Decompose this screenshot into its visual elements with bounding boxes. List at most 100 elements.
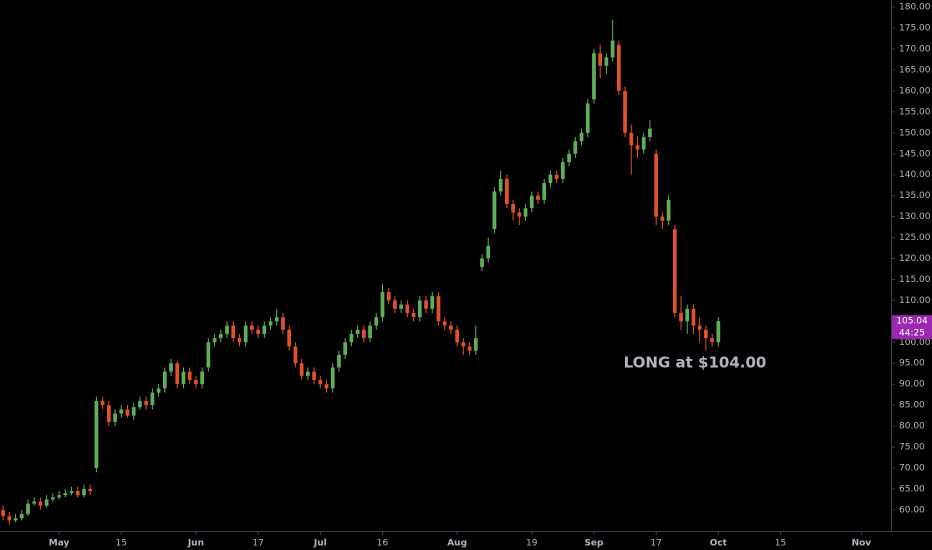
y-tick-label: 60.00 xyxy=(899,505,925,515)
candle-body xyxy=(106,405,111,422)
candle-body xyxy=(405,304,410,313)
candle-body xyxy=(511,204,515,213)
candle-body xyxy=(492,191,497,230)
x-tick-label: Jul xyxy=(313,539,327,549)
candle-body xyxy=(461,342,466,347)
candle-body xyxy=(187,371,192,381)
candle-body xyxy=(393,300,397,309)
candle-body xyxy=(7,516,12,521)
candle-body xyxy=(467,346,472,351)
candle-body xyxy=(374,317,379,326)
candle-body xyxy=(635,145,640,150)
candle-body xyxy=(144,400,149,406)
candle-body xyxy=(218,333,223,339)
candle-body xyxy=(162,371,167,389)
y-tick-label: 135.00 xyxy=(899,191,931,201)
candle-body xyxy=(343,342,348,355)
x-tick-label: Jun xyxy=(187,539,204,549)
candle-body xyxy=(13,518,18,521)
y-tick-label: 165.00 xyxy=(899,65,931,75)
y-tick-label: 95.00 xyxy=(899,359,925,369)
candle-body xyxy=(312,371,316,381)
candle-body xyxy=(63,493,68,496)
candle-body xyxy=(536,195,540,200)
candle-body xyxy=(710,338,714,343)
candle-body xyxy=(26,503,30,515)
candle-body xyxy=(287,329,292,347)
candle-body xyxy=(716,321,721,343)
y-tick-label: 65.00 xyxy=(899,484,925,494)
candle-body xyxy=(324,384,329,389)
candle-body xyxy=(430,296,435,309)
x-tick-label: Sep xyxy=(584,539,604,549)
y-tick-label: 125.00 xyxy=(899,233,931,243)
candle-body xyxy=(641,137,646,150)
candle-body xyxy=(156,388,161,393)
candle-body xyxy=(629,132,634,146)
candle-body xyxy=(542,183,547,200)
candle-body xyxy=(330,367,335,389)
y-tick-label: 160.00 xyxy=(899,86,931,96)
candle-body xyxy=(554,174,559,179)
candle-body xyxy=(672,229,677,313)
candle-body xyxy=(113,413,117,422)
candle-body xyxy=(150,392,155,406)
y-tick-label: 140.00 xyxy=(899,170,931,180)
x-tick-label: Oct xyxy=(710,539,728,549)
candle-body xyxy=(685,308,690,322)
candle-body xyxy=(337,354,341,368)
candle-body xyxy=(660,216,665,221)
x-tick-label: 19 xyxy=(526,539,538,549)
candle-body xyxy=(82,488,86,496)
candle-body xyxy=(88,488,93,492)
candle-body xyxy=(455,329,459,343)
candle-body xyxy=(181,371,186,385)
x-tick-label: 15 xyxy=(116,539,127,549)
candle-body xyxy=(386,292,391,301)
y-tick-label: 150.00 xyxy=(899,128,931,138)
y-tick-label: 70.00 xyxy=(899,463,925,473)
candle-body xyxy=(206,342,211,368)
candle-body xyxy=(436,296,441,322)
candle-body xyxy=(654,153,659,217)
y-tick-label: 155.00 xyxy=(899,107,931,117)
candle-body xyxy=(592,53,596,100)
x-tick-label: 16 xyxy=(377,539,389,549)
candle-body xyxy=(38,501,43,506)
candle-body xyxy=(125,409,130,416)
candle-body xyxy=(573,141,578,154)
candle-body xyxy=(529,195,534,209)
candle-body xyxy=(361,329,366,339)
annotation: LONG at $104.00 xyxy=(624,354,767,372)
candle-body xyxy=(598,53,603,66)
candle-body xyxy=(169,363,173,372)
candle-body xyxy=(691,308,696,326)
candle-body xyxy=(523,208,528,217)
y-tick-label: 120.00 xyxy=(899,254,931,264)
candle-body xyxy=(256,329,260,334)
candle-body xyxy=(237,338,242,343)
candle-body xyxy=(349,333,354,343)
y-tick-label: 85.00 xyxy=(899,401,925,411)
candle-body xyxy=(704,329,708,339)
candle-body xyxy=(119,409,124,414)
candle-body xyxy=(69,491,74,494)
y-tick-label: 175.00 xyxy=(899,24,931,34)
y-tick-label: 145.00 xyxy=(899,149,931,159)
y-tick-label: 130.00 xyxy=(899,212,931,222)
y-tick-label: 80.00 xyxy=(899,422,925,432)
candle-body xyxy=(666,199,671,221)
candle-body xyxy=(616,44,621,91)
candle-body xyxy=(560,162,565,179)
candle-body xyxy=(268,321,273,326)
candle-body xyxy=(604,57,609,66)
x-tick-label: 15 xyxy=(775,539,786,549)
candle-body xyxy=(442,321,447,326)
candle-body xyxy=(579,132,584,142)
candle-body xyxy=(318,380,323,385)
countdown: 44:25 xyxy=(899,329,925,339)
candle-body xyxy=(505,178,509,205)
candle-body xyxy=(274,317,279,322)
